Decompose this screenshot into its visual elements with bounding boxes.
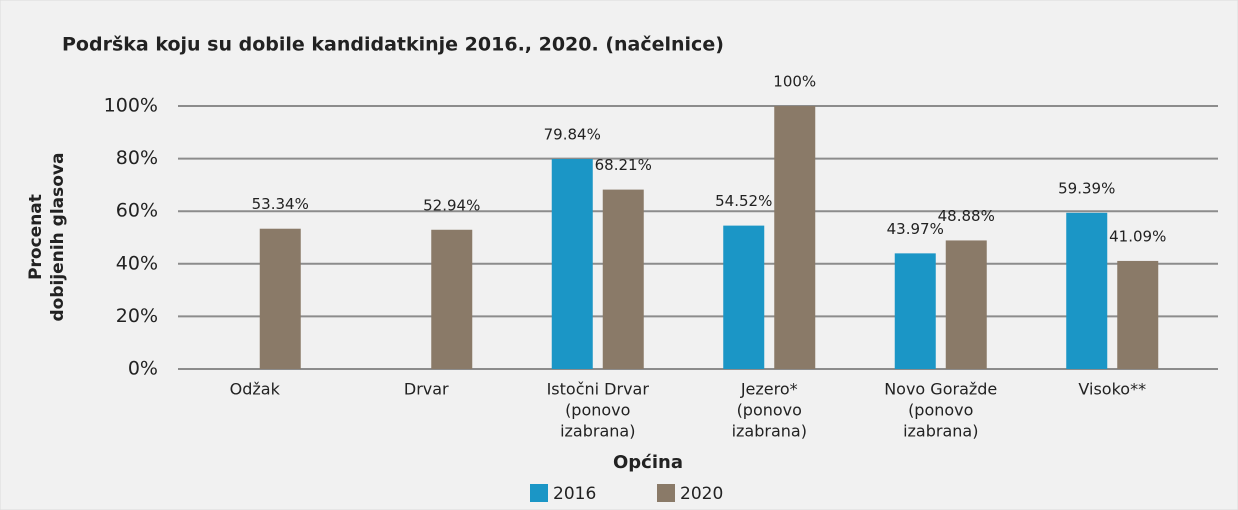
chart-title: Podrška koju su dobile kandidatkinje 201…: [62, 34, 724, 56]
x-tick-label: Jezero*: [740, 380, 798, 399]
bar: [1066, 212, 1108, 369]
value-label: 48.88%: [938, 207, 995, 225]
x-tick-label: Istočni Drvar: [547, 380, 650, 399]
value-label: 79.84%: [544, 126, 601, 144]
x-tick-label: Drvar: [404, 380, 449, 399]
x-tick-label: (ponovo: [565, 401, 630, 420]
value-label: 100%: [773, 73, 816, 91]
x-axis-title: Općina: [613, 452, 683, 473]
bar: [259, 228, 301, 369]
bar: [945, 240, 987, 369]
x-tick-label: (ponovo: [737, 401, 802, 420]
legend-label: 2020: [680, 484, 723, 504]
y-tick-label: 20%: [116, 305, 158, 327]
bar: [602, 189, 644, 369]
legend-swatch: [657, 484, 675, 502]
legend-label: 2016: [553, 484, 596, 504]
legend-swatch: [530, 484, 548, 502]
bar: [431, 229, 473, 369]
value-label: 43.97%: [887, 220, 944, 238]
bar: [1117, 260, 1159, 369]
value-label: 59.39%: [1058, 179, 1115, 197]
y-axis-title: dobijenih glasova: [48, 153, 68, 322]
value-label: 52.94%: [423, 196, 480, 214]
y-tick-label: 80%: [116, 147, 158, 169]
bar: [551, 159, 593, 369]
x-tick-label: Novo Goražde: [884, 380, 997, 399]
y-tick-label: 60%: [116, 200, 158, 222]
bar: [894, 253, 936, 369]
value-label: 54.52%: [715, 192, 772, 210]
x-tick-label: izabrana): [560, 422, 635, 441]
value-label: 41.09%: [1109, 227, 1166, 245]
y-tick-label: 100%: [104, 95, 158, 117]
y-tick-label: 40%: [116, 252, 158, 274]
value-label: 68.21%: [595, 156, 652, 174]
x-tick-label: Odžak: [230, 380, 281, 399]
x-tick-label: Visoko**: [1078, 380, 1146, 399]
x-tick-label: izabrana): [903, 422, 978, 441]
y-axis-title: Procenat: [26, 194, 46, 280]
x-tick-label: izabrana): [732, 422, 807, 441]
bar: [723, 225, 765, 369]
bar: [774, 106, 816, 369]
y-tick-label: 0%: [128, 358, 158, 380]
value-label: 53.34%: [252, 195, 309, 213]
x-tick-label: (ponovo: [908, 401, 973, 420]
